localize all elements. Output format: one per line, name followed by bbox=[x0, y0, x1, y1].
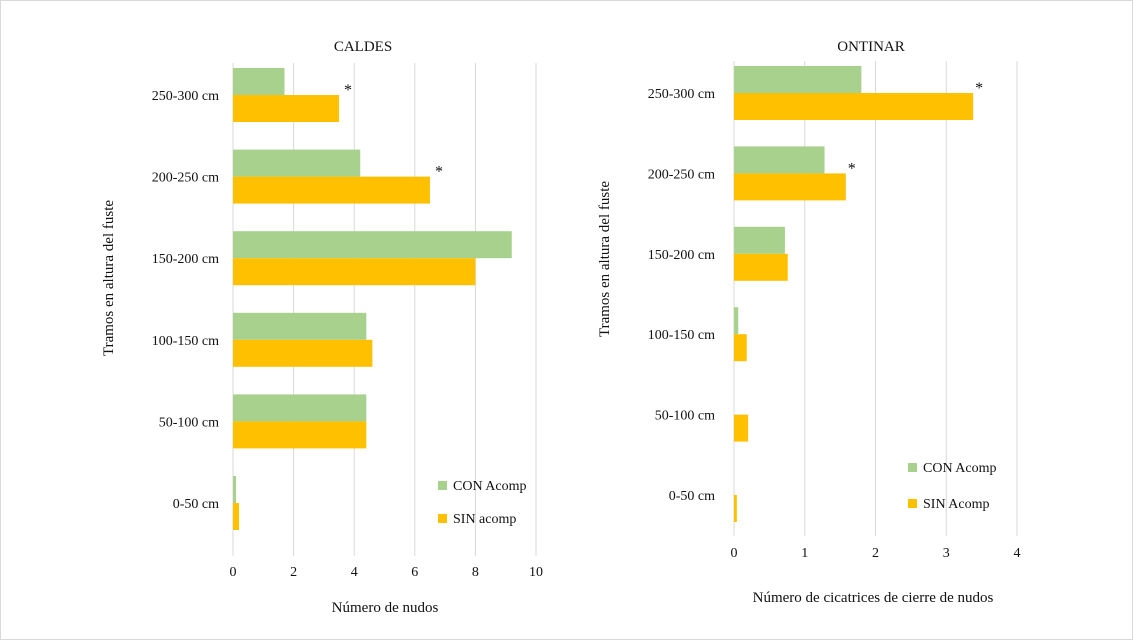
bar-sin bbox=[734, 495, 737, 522]
significance-asterisk: * bbox=[975, 80, 983, 97]
bar-sin bbox=[233, 258, 476, 286]
category-labels: 250-300 cm 200-250 cm 150-200 cm 100-150 cm… bbox=[648, 87, 715, 504]
category-label: 250-300 cm bbox=[648, 87, 715, 102]
bar-con bbox=[734, 226, 785, 254]
significance-asterisk: * bbox=[848, 160, 856, 177]
bar-sin bbox=[734, 93, 974, 120]
category-label: 150-200 cm bbox=[648, 248, 715, 263]
category-label: 200-250 cm bbox=[152, 171, 219, 186]
category-label: 100-150 cm bbox=[152, 334, 219, 349]
bar-sin bbox=[233, 421, 367, 449]
y-axis-label: Tramos en altura del fuste bbox=[101, 200, 117, 356]
bar-con bbox=[734, 66, 862, 93]
bar-sin bbox=[734, 414, 749, 442]
x-tick-label: 0 bbox=[230, 565, 237, 580]
x-tick-label: 1 bbox=[801, 546, 808, 561]
bar-sin bbox=[734, 253, 788, 281]
chart-title: ONTINAR bbox=[837, 39, 905, 55]
chart-title: CALDES bbox=[334, 39, 392, 55]
x-tick-label: 4 bbox=[1014, 546, 1021, 561]
gridlines bbox=[232, 63, 537, 556]
chart-ontinar: ONTINAR Tramos en altura del fuste Númer… bbox=[597, 39, 1021, 606]
gridlines bbox=[733, 61, 1018, 536]
bar-con bbox=[233, 149, 361, 177]
x-tick-label: 0 bbox=[731, 546, 738, 561]
significance-asterisk: * bbox=[344, 82, 352, 99]
x-axis-label: Número de nudos bbox=[332, 600, 439, 616]
bar-sin bbox=[734, 334, 747, 362]
bar-con bbox=[734, 307, 739, 335]
significance-marks: ** bbox=[344, 82, 443, 181]
x-tick-label: 6 bbox=[411, 565, 418, 580]
x-tick-labels: 0 1 2 3 4 bbox=[731, 546, 1021, 561]
bars bbox=[233, 68, 512, 530]
x-tick-labels: 0 2 4 6 8 10 bbox=[230, 565, 544, 580]
legend: CON Acomp SIN Acomp bbox=[908, 461, 997, 512]
bar-con bbox=[233, 68, 285, 95]
category-label: 200-250 cm bbox=[648, 167, 715, 182]
x-tick-label: 10 bbox=[529, 565, 543, 580]
legend-label: CON Acomp bbox=[453, 479, 527, 494]
bar-sin bbox=[233, 176, 430, 204]
legend-label: SIN Acomp bbox=[923, 497, 990, 512]
bar-sin bbox=[233, 503, 240, 530]
legend: CON Acomp SIN acomp bbox=[438, 479, 527, 527]
category-labels: 250-300 cm 200-250 cm 150-200 cm 100-150 cm… bbox=[152, 89, 219, 512]
chart-caldes: CALDES Tramos en altura del fuste Número… bbox=[101, 39, 543, 616]
bar-sin bbox=[233, 95, 340, 122]
bar-con bbox=[233, 231, 512, 259]
bar-con bbox=[233, 312, 367, 340]
legend-swatch bbox=[438, 514, 447, 523]
significance-asterisk: * bbox=[435, 164, 443, 181]
legend-label: SIN acomp bbox=[453, 512, 516, 527]
category-label: 100-150 cm bbox=[648, 328, 715, 343]
legend-swatch bbox=[908, 463, 917, 472]
x-tick-label: 2 bbox=[872, 546, 879, 561]
category-label: 50-100 cm bbox=[159, 415, 219, 430]
category-label: 0-50 cm bbox=[173, 497, 219, 512]
bar-sin bbox=[233, 339, 373, 367]
legend-label: CON Acomp bbox=[923, 461, 997, 476]
category-label: 250-300 cm bbox=[152, 89, 219, 104]
category-label: 50-100 cm bbox=[655, 409, 715, 424]
bar-con bbox=[734, 146, 825, 174]
significance-marks: ** bbox=[848, 80, 983, 177]
bar-con bbox=[233, 394, 367, 422]
x-tick-label: 8 bbox=[472, 565, 479, 580]
bars bbox=[734, 66, 974, 522]
x-tick-label: 3 bbox=[943, 546, 950, 561]
x-axis-label: Número de cicatrices de cierre de nudos bbox=[753, 590, 994, 606]
x-tick-label: 2 bbox=[290, 565, 297, 580]
legend-swatch bbox=[438, 481, 447, 490]
y-axis-label: Tramos en altura del fuste bbox=[597, 181, 613, 337]
x-tick-label: 4 bbox=[351, 565, 358, 580]
category-label: 150-200 cm bbox=[152, 252, 219, 267]
bar-con bbox=[233, 476, 237, 503]
category-label: 0-50 cm bbox=[669, 489, 715, 504]
legend-swatch bbox=[908, 499, 917, 508]
bar-sin bbox=[734, 173, 846, 201]
